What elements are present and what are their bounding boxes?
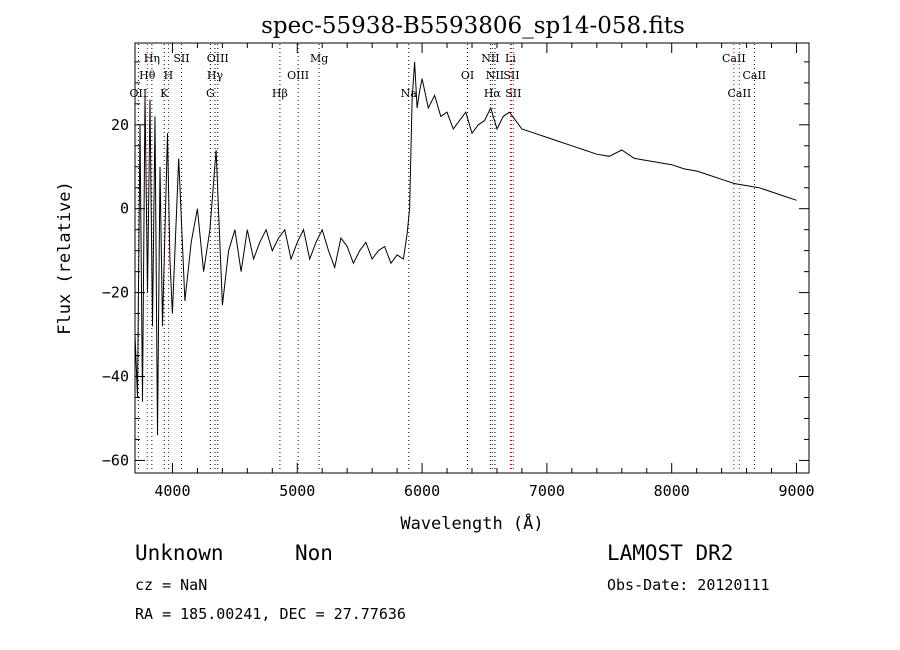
object-subclass: Non	[295, 541, 333, 565]
line-label: H	[164, 69, 174, 82]
line-label: G	[206, 87, 215, 100]
y-axis-ticks: −60 −40 −20 0 20	[102, 61, 809, 469]
line-label: CaII	[742, 69, 766, 82]
y-tick-label: 0	[120, 200, 129, 218]
line-label: Li	[505, 52, 516, 65]
line-label: OII	[130, 87, 148, 100]
object-class: Unknown	[135, 541, 224, 565]
line-label: K	[160, 87, 169, 100]
redshift-cz: cz = NaN	[135, 576, 207, 594]
survey-name: LAMOST DR2	[607, 541, 733, 565]
line-label: SII	[503, 69, 519, 82]
x-axis-ticks: 4000 5000 6000 7000 8000 9000	[154, 43, 815, 500]
line-label: NII	[481, 52, 499, 65]
observation-date: Obs-Date: 20120111	[607, 576, 770, 594]
line-label: SII	[173, 52, 189, 65]
line-label: Hα	[484, 87, 502, 100]
line-label: OIII	[287, 69, 309, 82]
line-label: CaII	[722, 52, 746, 65]
line-label: SII	[505, 87, 521, 100]
x-tick-label: 6000	[404, 482, 440, 500]
line-label: Na	[401, 87, 418, 100]
chart-title: spec-55938-B5593806_sp14-058.fits	[261, 13, 685, 39]
line-label: Hθ	[139, 69, 156, 82]
spectrum-line	[134, 61, 797, 436]
y-tick-label: −60	[102, 451, 129, 469]
y-tick-label: −20	[102, 284, 129, 302]
line-label: NII	[486, 69, 504, 82]
x-tick-label: 9000	[778, 482, 814, 500]
x-tick-label: 7000	[529, 482, 565, 500]
x-axis-label: Wavelength (Å)	[400, 512, 543, 534]
x-tick-label: 4000	[154, 482, 190, 500]
x-tick-label: 8000	[654, 482, 690, 500]
coordinates: RA = 185.00241, DEC = 27.77636	[135, 605, 406, 623]
line-label: Mg	[310, 52, 328, 65]
line-label: Hη	[144, 52, 160, 65]
line-label: OIII	[207, 52, 229, 65]
line-label: OI	[461, 69, 474, 82]
line-label: CaII	[728, 87, 752, 100]
y-axis-label: Flux (relative)	[55, 181, 75, 335]
spectral-line-markers	[137, 44, 755, 472]
line-label: Hγ	[207, 69, 224, 82]
y-tick-label: 20	[111, 116, 129, 134]
line-label: Hβ	[272, 87, 288, 100]
plot-frame	[134, 42, 810, 474]
x-tick-label: 5000	[279, 482, 315, 500]
y-tick-label: −40	[102, 368, 129, 386]
